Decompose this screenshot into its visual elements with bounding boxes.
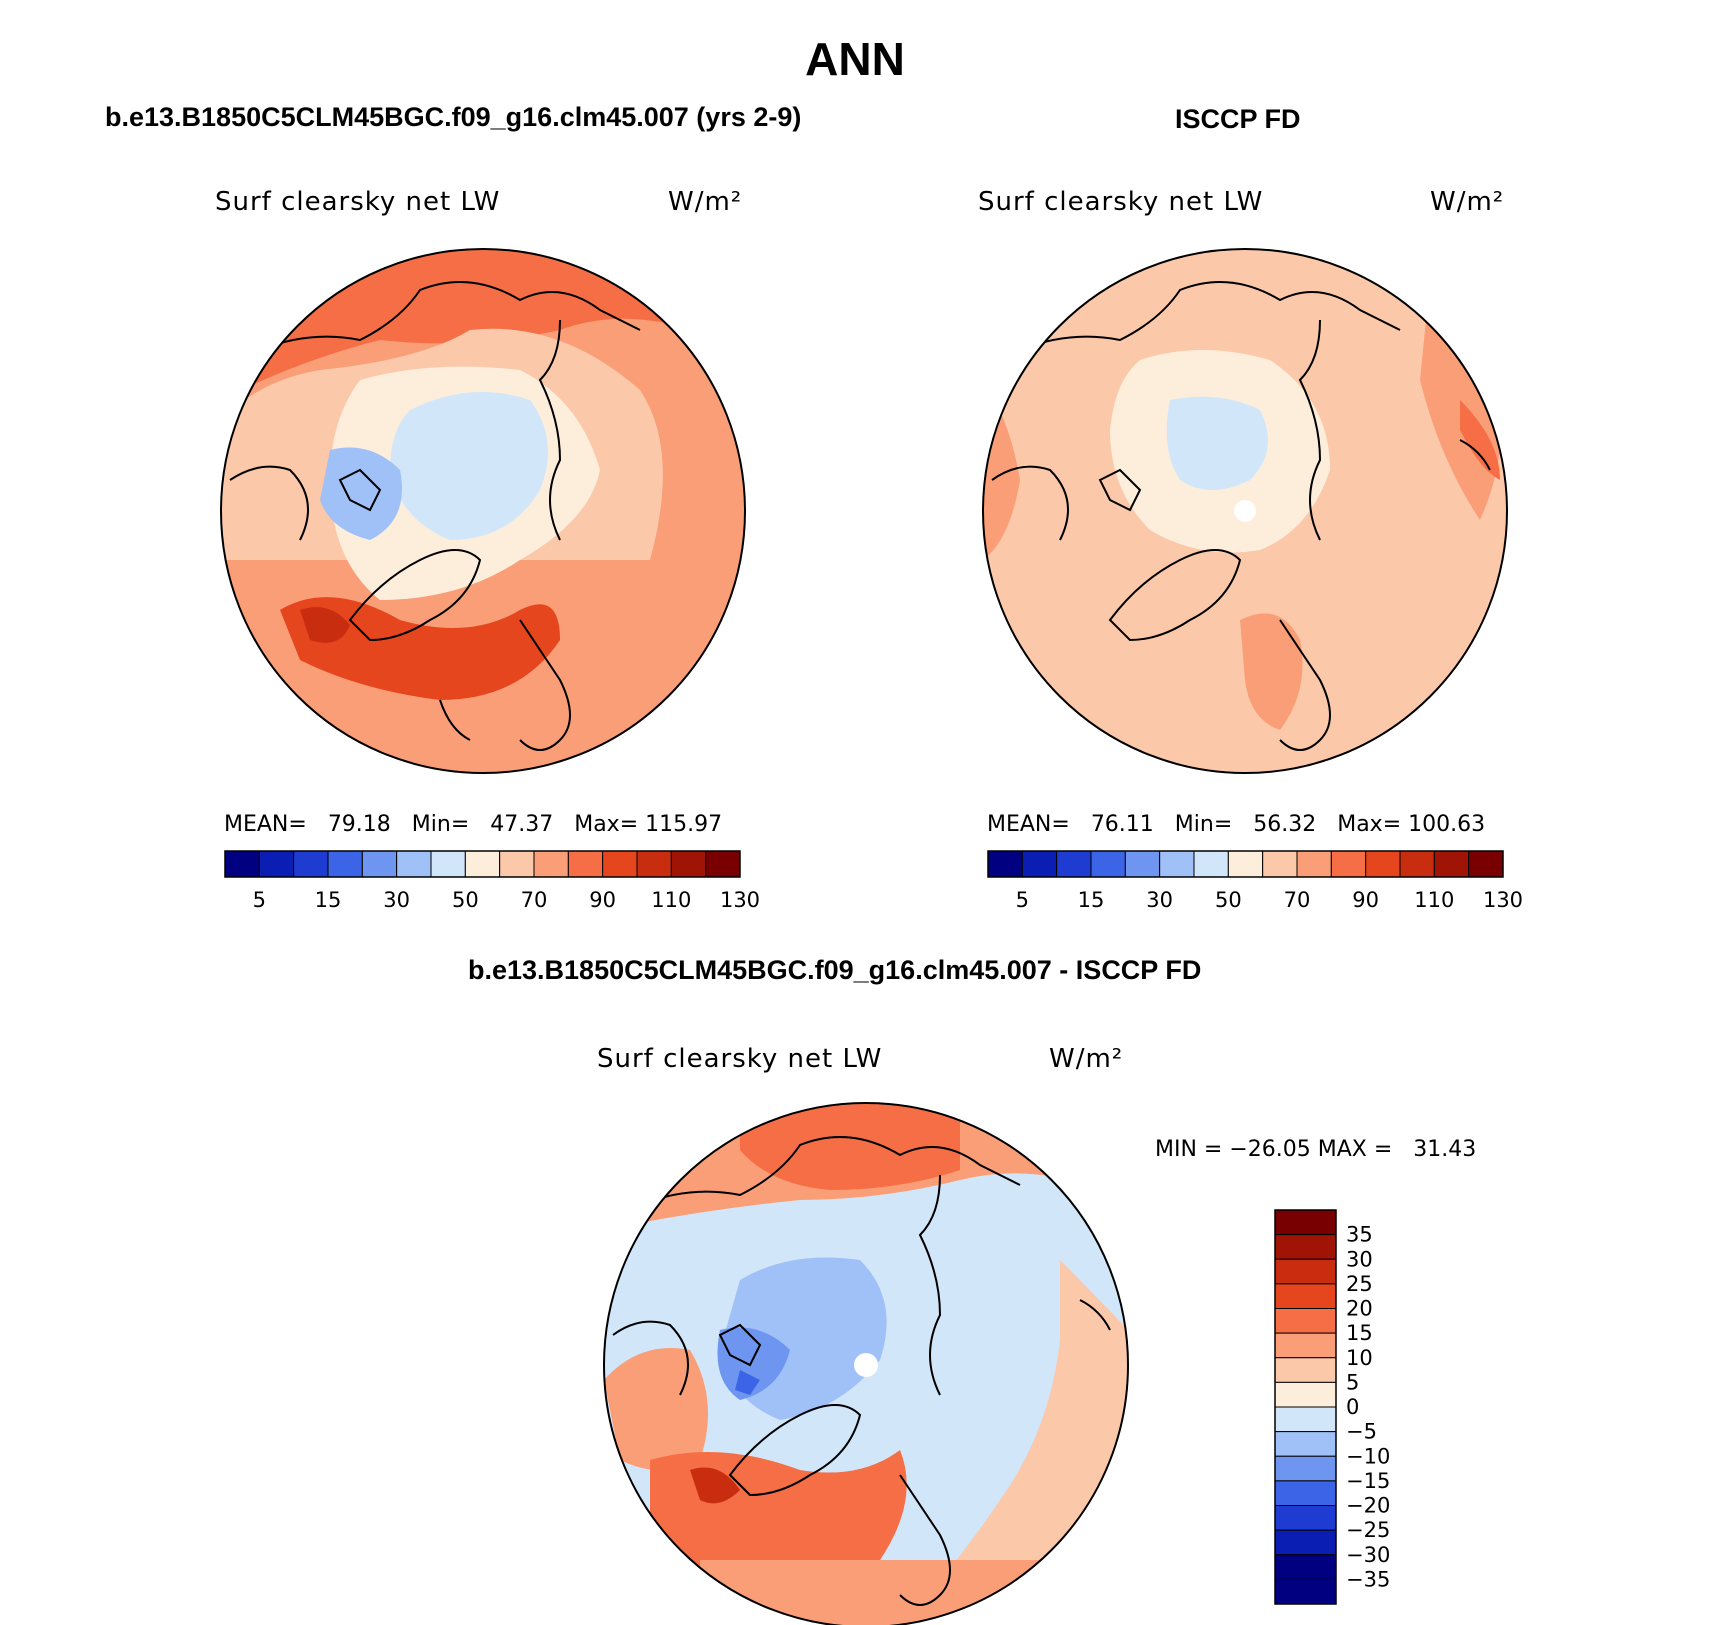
colorbar-swatch (1021, 850, 1058, 878)
colorbar-swatch (670, 850, 707, 878)
colorbar-swatch (1090, 850, 1126, 878)
colorbar-swatch (1056, 850, 1092, 878)
colorbar-tick-label: 130 (1483, 888, 1523, 912)
units-label-diff: W/m² (1049, 1044, 1124, 1074)
colorbar-tick-label: 5 (253, 888, 266, 912)
colorbar-swatch (464, 850, 501, 878)
colorbar-tick-label: 0 (1346, 1395, 1359, 1419)
colorbar-swatch (1274, 1381, 1337, 1408)
colorbar-swatch (1274, 1283, 1337, 1309)
stats-obs: MEAN= 76.11 Min= 56.32 Max= 100.63 (987, 812, 1486, 837)
colorbar-tick-label: 30 (1346, 1247, 1373, 1271)
colorbar-swatch (1227, 850, 1264, 878)
colorbar-tick-label: 10 (1346, 1346, 1373, 1370)
colorbar-swatch (1274, 1554, 1337, 1580)
panel-title-diff: b.e13.B1850C5CLM45BGC.f09_g16.clm45.007 … (468, 955, 1202, 985)
colorbar-swatch (987, 850, 1023, 878)
colorbar-swatch (499, 850, 535, 878)
colorbar-tick-label: −35 (1346, 1567, 1390, 1591)
colorbar-tick-label: 70 (521, 888, 548, 912)
colorbar-swatch (1193, 850, 1229, 878)
colorbar-tick-label: 15 (315, 888, 342, 912)
colorbar-tick-label: −5 (1346, 1420, 1377, 1444)
colorbar-swatch (1274, 1332, 1337, 1359)
minmax-diff: MIN = −26.05 MAX = 31.43 (1155, 1137, 1477, 1162)
colorbar-swatch (1274, 1578, 1337, 1605)
colorbar-swatch (1330, 850, 1367, 878)
colorbar-swatch (1274, 1529, 1337, 1556)
map-model (220, 248, 746, 774)
colorbar-tick-label: 15 (1346, 1321, 1373, 1345)
figure-title: ANN (805, 33, 905, 85)
colorbar-swatch (1274, 1505, 1337, 1531)
colorbar-swatch (1274, 1209, 1337, 1236)
colorbar-tick-label: 30 (383, 888, 410, 912)
colorbar-tick-label: 70 (1284, 888, 1311, 912)
colorbar-model: 5 15 30 50 70 90 110 130 (224, 850, 760, 912)
colorbar-swatch (636, 850, 672, 878)
colorbar-tick-label: 25 (1346, 1272, 1373, 1296)
panel-title-model: b.e13.B1850C5CLM45BGC.f09_g16.clm45.007 … (105, 102, 802, 132)
colorbar-tick-label: 90 (1352, 888, 1379, 912)
panel-title-obs: ISCCP FD (1175, 104, 1301, 134)
colorbar-tick-label: 5 (1346, 1370, 1359, 1394)
colorbar-tick-label: −15 (1346, 1469, 1390, 1493)
colorbar-swatch (1262, 850, 1298, 878)
colorbar-swatch (533, 850, 569, 878)
colorbar-swatch (1274, 1308, 1337, 1334)
variable-label-obs: Surf clearsky net LW (978, 187, 1264, 217)
colorbar-swatch (1365, 850, 1401, 878)
colorbar-swatch (258, 850, 295, 878)
variable-label-model: Surf clearsky net LW (215, 187, 501, 217)
colorbar-swatch (1274, 1431, 1337, 1457)
map-diff (603, 1102, 1129, 1625)
variable-label-diff: Surf clearsky net LW (597, 1044, 883, 1074)
colorbar-tick-label: 5 (1016, 888, 1029, 912)
colorbar-tick-label: 35 (1346, 1223, 1373, 1247)
colorbar-swatch (1274, 1455, 1337, 1482)
colorbar-swatch (1274, 1234, 1337, 1260)
colorbar-swatch (1274, 1258, 1337, 1285)
colorbar-swatch (430, 850, 466, 878)
colorbar-swatch (327, 850, 363, 878)
colorbar-swatch (1296, 850, 1332, 878)
units-label-model: W/m² (668, 187, 743, 217)
colorbar-tick-label: 50 (452, 888, 479, 912)
colorbar-tick-label: 110 (651, 888, 691, 912)
colorbar-tick-label: 15 (1078, 888, 1105, 912)
colorbar-tick-label: 110 (1414, 888, 1454, 912)
stats-model: MEAN= 79.18 Min= 47.37 Max= 115.97 (224, 812, 723, 837)
colorbar-swatch (602, 850, 638, 878)
colorbar-swatch (396, 850, 432, 878)
colorbar-swatch (224, 850, 260, 878)
colorbar-swatch (1468, 850, 1504, 878)
colorbar-tick-label: 90 (589, 888, 616, 912)
colorbar-tick-label: −25 (1346, 1518, 1390, 1542)
colorbar-tick-label: 130 (720, 888, 760, 912)
colorbar-swatch (1124, 850, 1161, 878)
colorbar-tick-label: −10 (1346, 1444, 1390, 1468)
colorbar-swatch (1433, 850, 1470, 878)
colorbar-tick-label: −20 (1346, 1494, 1390, 1518)
colorbar-swatch (361, 850, 398, 878)
colorbar-tick-label: 20 (1346, 1297, 1373, 1321)
colorbar-swatch (1159, 850, 1195, 878)
colorbar-swatch (1274, 1406, 1337, 1433)
colorbar-obs: 5 15 30 50 70 90 110 130 (987, 850, 1523, 912)
map-obs (982, 248, 1508, 774)
colorbar-swatch (1274, 1480, 1337, 1506)
colorbar-swatch (705, 850, 741, 878)
colorbar-tick-label: 50 (1215, 888, 1242, 912)
colorbar-swatch (293, 850, 329, 878)
colorbar-swatch (567, 850, 604, 878)
colorbar-tick-label: −30 (1346, 1543, 1390, 1567)
colorbar-tick-label: 30 (1146, 888, 1173, 912)
colorbar-swatch (1274, 1357, 1337, 1383)
units-label-obs: W/m² (1430, 187, 1505, 217)
colorbar-swatch (1399, 850, 1435, 878)
